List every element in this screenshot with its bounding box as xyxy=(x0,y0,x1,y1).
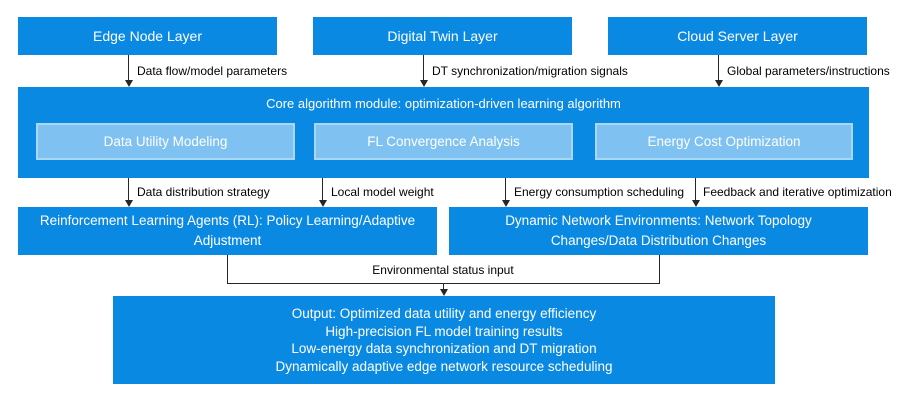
arrow-down-icon xyxy=(439,283,448,296)
rl-agents-label: Reinforcement Learning Agents (RL): Poli… xyxy=(39,213,416,248)
cloud-server-layer-label: Cloud Server Layer xyxy=(677,28,798,44)
cloud-server-layer-box: Cloud Server Layer xyxy=(608,17,867,55)
arrow-down-icon xyxy=(714,55,723,87)
arrow-down-icon xyxy=(124,55,133,87)
core-algorithm-module-box: Core algorithm module: optimization-driv… xyxy=(18,87,869,178)
rl-agents-box: Reinforcement Learning Agents (RL): Poli… xyxy=(18,207,437,255)
arrowhead-icon xyxy=(501,200,510,207)
fl-convergence-analysis-box: FL Convergence Analysis xyxy=(314,123,573,160)
dynamic-network-environments-box: Dynamic Network Environments: Network To… xyxy=(449,207,868,255)
output-line-2: High-precision FL model training results xyxy=(325,323,563,339)
arrow-down-icon xyxy=(124,178,133,207)
arrow-label-environmental-status: Environmental status input xyxy=(372,263,514,277)
arrow-label-local-model-weight: Local model weight xyxy=(331,185,434,199)
energy-cost-optimization-box: Energy Cost Optimization xyxy=(595,123,853,160)
arrow-down-icon xyxy=(691,178,700,207)
connector-line xyxy=(227,255,228,283)
arrow-label-global-params: Global parameters/instructions xyxy=(727,64,890,78)
arrow-label-energy-scheduling: Energy consumption scheduling xyxy=(514,185,685,199)
arrowhead-icon xyxy=(714,80,723,87)
edge-node-layer-box: Edge Node Layer xyxy=(18,17,277,55)
digital-twin-layer-label: Digital Twin Layer xyxy=(387,28,498,44)
arrow-label-data-distribution: Data distribution strategy xyxy=(137,185,270,199)
arrowhead-icon xyxy=(439,289,448,296)
arrowhead-icon xyxy=(419,80,428,87)
data-utility-modeling-label: Data Utility Modeling xyxy=(103,134,228,149)
fl-convergence-analysis-label: FL Convergence Analysis xyxy=(367,134,520,149)
arrow-down-icon xyxy=(419,55,428,87)
data-utility-modeling-box: Data Utility Modeling xyxy=(36,123,295,160)
arrow-down-icon xyxy=(318,178,327,207)
dynamic-network-environments-label: Dynamic Network Environments: Network To… xyxy=(505,213,812,248)
energy-cost-optimization-label: Energy Cost Optimization xyxy=(647,134,801,149)
output-line-4: Dynamically adaptive edge network resour… xyxy=(275,358,613,374)
arrow-label-data-flow: Data flow/model parameters xyxy=(137,64,288,78)
digital-twin-layer-box: Digital Twin Layer xyxy=(313,17,572,55)
output-box: Output: Optimized data utility and energ… xyxy=(113,296,775,384)
output-line-3: Low-energy data synchronization and DT m… xyxy=(291,341,597,356)
arrow-down-icon xyxy=(501,178,510,207)
arrowhead-icon xyxy=(124,200,133,207)
output-line-1: Output: Optimized data utility and energ… xyxy=(291,306,597,321)
edge-node-layer-label: Edge Node Layer xyxy=(93,28,202,44)
connector-line xyxy=(659,255,660,283)
arrowhead-icon xyxy=(124,80,133,87)
arrow-label-dt-sync: DT synchronization/migration signals xyxy=(432,64,628,78)
core-module-title: Core algorithm module: optimization-driv… xyxy=(266,96,621,111)
arrow-label-feedback-optimization: Feedback and iterative optimization xyxy=(703,185,892,199)
arrowhead-icon xyxy=(691,200,700,207)
arrowhead-icon xyxy=(318,200,327,207)
